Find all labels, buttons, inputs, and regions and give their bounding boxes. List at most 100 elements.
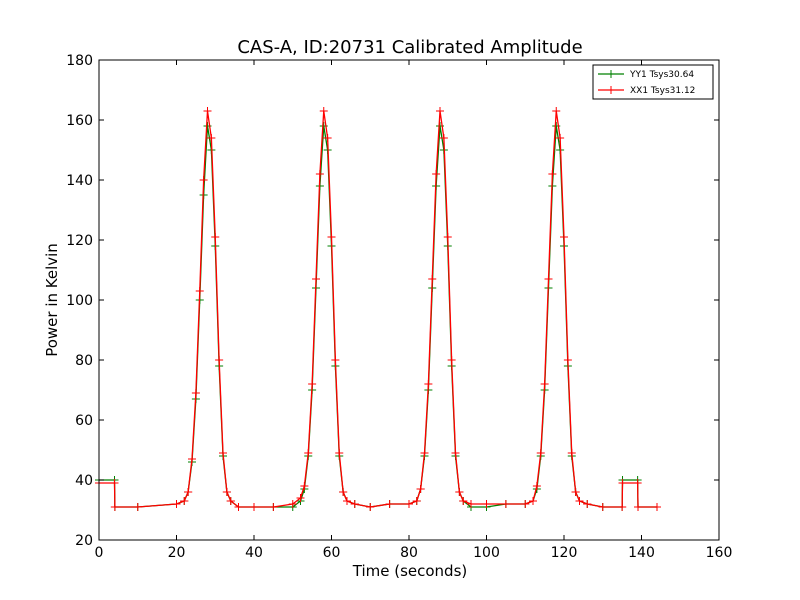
data-point-marker	[598, 503, 607, 511]
data-point-marker	[323, 134, 332, 142]
y-tick-label: 80	[75, 353, 93, 369]
data-point-marker	[540, 380, 549, 388]
x-tick-label: 140	[628, 545, 655, 561]
data-point-marker	[319, 107, 328, 115]
data-point-marker	[571, 488, 580, 496]
data-point-marker	[451, 449, 460, 457]
data-point-marker	[133, 503, 142, 511]
data-point-marker	[335, 449, 344, 457]
y-tick-label: 120	[66, 233, 93, 249]
data-point-marker	[195, 287, 204, 295]
series-line	[99, 110, 657, 508]
data-point-marker	[234, 503, 243, 511]
data-point-marker	[191, 389, 200, 397]
data-point-marker	[443, 233, 452, 241]
data-point-marker	[447, 356, 456, 364]
data-point-marker	[296, 494, 305, 502]
x-tick-label: 160	[706, 545, 733, 561]
data-point-marker	[548, 170, 557, 178]
data-point-marker	[308, 380, 317, 388]
data-point-marker	[556, 134, 565, 142]
data-point-marker	[482, 500, 491, 508]
axis-ticks: 0 20 40 60 80 100 120 140 1602040608010012014016…	[66, 53, 732, 561]
legend-entry: YY1 Tsys30.64	[598, 70, 694, 80]
data-point-marker	[226, 497, 235, 505]
data-point-marker	[467, 500, 475, 508]
data-point-marker	[327, 233, 336, 241]
data-point-marker	[544, 275, 553, 283]
data-point-marker	[269, 503, 278, 511]
data-point-marker	[110, 479, 119, 487]
data-point-marker	[312, 275, 320, 283]
y-tick-label: 40	[75, 473, 93, 489]
x-tick-label: 40	[245, 545, 263, 561]
x-tick-label: 20	[168, 545, 186, 561]
data-point-marker	[300, 482, 309, 490]
y-tick-label: 140	[66, 173, 93, 189]
data-point-marker	[203, 107, 212, 115]
legend-marker	[607, 70, 615, 78]
x-tick-label: 120	[551, 545, 578, 561]
data-point-marker	[618, 503, 627, 511]
x-tick-label: 0	[95, 545, 104, 561]
legend-label: XX1 Tsys31.12	[630, 86, 695, 96]
plot-area	[95, 107, 661, 511]
data-point-marker	[207, 134, 216, 142]
data-point-marker	[618, 479, 627, 487]
data-point-marker	[188, 455, 196, 463]
y-tick-label: 180	[66, 53, 93, 69]
y-tick-label: 20	[75, 533, 93, 549]
data-point-marker	[436, 107, 444, 115]
data-point-marker	[219, 449, 227, 457]
legend-marker	[607, 86, 615, 94]
data-point-marker	[455, 488, 464, 496]
data-point-marker	[110, 503, 119, 511]
data-point-marker	[222, 488, 231, 496]
data-point-marker	[583, 500, 592, 508]
data-point-marker	[215, 356, 224, 364]
x-tick-label: 80	[400, 545, 418, 561]
data-point-marker	[532, 482, 541, 490]
data-point-marker	[420, 449, 429, 457]
data-point-marker	[199, 176, 208, 184]
data-point-marker	[416, 485, 425, 493]
series-2	[95, 107, 661, 511]
data-point-marker	[343, 497, 351, 505]
data-point-marker	[563, 356, 572, 364]
data-point-marker	[536, 449, 545, 457]
data-point-marker	[428, 275, 437, 283]
data-point-marker	[250, 503, 258, 511]
legend-label: YY1 Tsys30.64	[629, 70, 694, 80]
data-point-marker	[385, 500, 394, 508]
data-point-marker	[653, 503, 661, 511]
data-point-marker	[304, 449, 313, 457]
x-tick-label: 60	[323, 545, 341, 561]
data-point-marker	[521, 500, 530, 508]
data-point-marker	[459, 497, 468, 505]
data-point-marker	[560, 233, 568, 241]
data-point-marker	[633, 479, 642, 487]
data-point-marker	[331, 356, 340, 364]
data-point-marker	[288, 500, 297, 508]
data-point-marker	[405, 500, 413, 508]
legend-box	[592, 64, 714, 100]
data-point-marker	[184, 488, 193, 496]
data-point-marker	[366, 503, 375, 511]
legend-entry: XX1 Tsys31.12	[598, 86, 695, 96]
y-tick-label: 100	[66, 293, 93, 309]
data-point-marker	[180, 497, 189, 505]
data-point-marker	[315, 170, 324, 178]
data-point-marker	[439, 134, 448, 142]
data-point-marker	[501, 500, 510, 508]
y-axis-label: Power in Kelvin	[43, 243, 61, 357]
x-tick-label: 100	[473, 545, 500, 561]
data-point-marker	[211, 233, 220, 241]
data-point-marker	[529, 497, 537, 505]
chart-title: CAS-A, ID:20731 Calibrated Amplitude	[237, 37, 582, 58]
data-point-marker	[575, 497, 584, 505]
data-point-marker	[350, 500, 359, 508]
data-point-marker	[412, 497, 421, 505]
y-tick-label: 160	[66, 113, 93, 129]
